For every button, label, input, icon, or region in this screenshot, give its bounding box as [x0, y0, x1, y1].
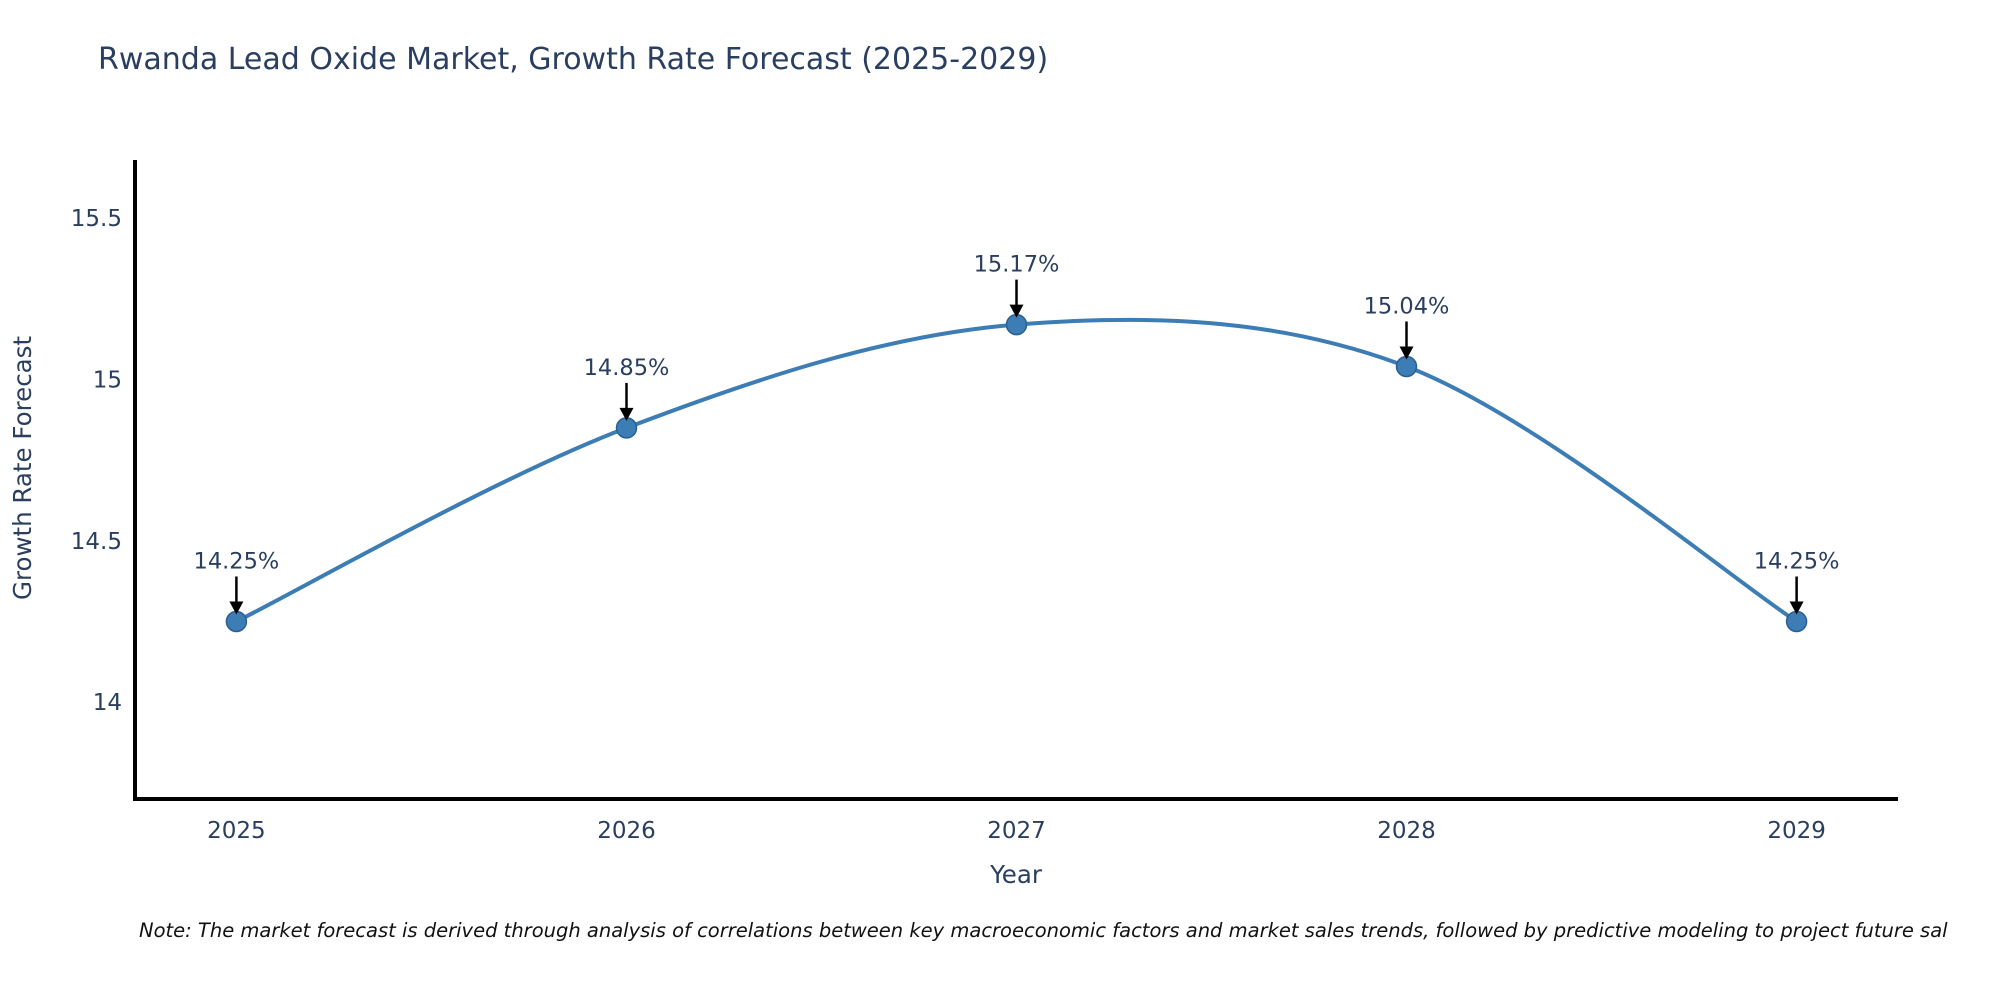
annotation-arrowhead [1009, 304, 1024, 318]
annotation-arrowhead [229, 601, 244, 615]
data-point-label: 15.17% [974, 252, 1060, 278]
x-tick-label: 2025 [207, 818, 266, 844]
data-point-label: 14.85% [584, 355, 670, 381]
y-tick-label: 14 [93, 690, 122, 716]
annotation-arrowhead [1789, 601, 1804, 615]
data-point-label: 14.25% [1754, 549, 1840, 575]
y-tick-label: 15 [93, 368, 122, 394]
data-point-label: 15.04% [1364, 294, 1450, 320]
x-tick-label: 2029 [1767, 818, 1826, 844]
annotation-arrowhead [619, 407, 634, 421]
axis-spines [133, 160, 1898, 801]
forecast-line [234, 317, 1799, 624]
y-tick-label: 15.5 [71, 206, 122, 232]
x-axis-title: Year [989, 860, 1043, 889]
data-point-label: 14.25% [194, 549, 280, 575]
footnote: Note: The market forecast is derived thr… [139, 919, 1948, 942]
x-tick-label: 2028 [1377, 818, 1436, 844]
annotation-arrowhead [1399, 346, 1414, 360]
chart-title: Rwanda Lead Oxide Market, Growth Rate Fo… [98, 42, 1049, 77]
x-tick-label: 2026 [597, 818, 656, 844]
y-axis-title: Growth Rate Forecast [8, 336, 37, 600]
y-tick-label: 14.5 [71, 529, 122, 555]
x-tick-label: 2027 [987, 818, 1046, 844]
